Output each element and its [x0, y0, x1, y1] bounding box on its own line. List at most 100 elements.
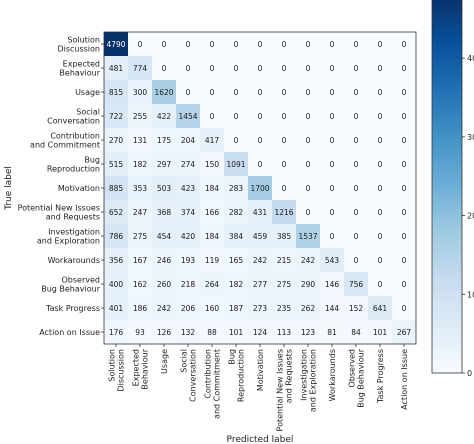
- heatmap-cell: [152, 128, 176, 152]
- heatmap-cell: [320, 56, 344, 80]
- y-tick-label: Expected Behaviour: [59, 60, 100, 78]
- heatmap-cell: [392, 248, 416, 272]
- y-tick-label: Motivation: [58, 184, 100, 193]
- cell-value-label: 503: [157, 184, 172, 193]
- cell-value-label: 0: [210, 88, 215, 97]
- heatmap-cell: [224, 296, 248, 320]
- cell-value-label: 146: [325, 280, 340, 289]
- heatmap-cell: [344, 248, 368, 272]
- cell-value-label: 0: [330, 88, 335, 97]
- cell-value-label: 260: [157, 280, 172, 289]
- cell-value-label: 384: [229, 232, 244, 241]
- x-tick-label: Contributionand Commitment: [204, 349, 222, 419]
- cell-value-label: 0: [210, 64, 215, 73]
- heatmap-cell: [176, 104, 200, 128]
- heatmap-cell: [176, 248, 200, 272]
- heatmap-cell: [344, 200, 368, 224]
- cell-value-label: 0: [138, 40, 143, 49]
- cell-value-label: 0: [234, 88, 239, 97]
- heatmap-cell: [176, 32, 200, 56]
- heatmap-cell: [152, 200, 176, 224]
- cell-value-label: 652: [109, 208, 124, 217]
- heatmap-cell: [344, 272, 368, 296]
- heatmap-cell: [320, 224, 344, 248]
- heatmap-cell: [200, 224, 224, 248]
- heatmap-cell: [104, 296, 128, 320]
- cell-value-label: 0: [330, 40, 335, 49]
- heatmap-cell: [104, 80, 128, 104]
- heatmap-cell: [272, 56, 296, 80]
- cell-value-label: 162: [133, 280, 148, 289]
- cell-value-label: 273: [253, 304, 268, 313]
- cell-value-label: 0: [186, 40, 191, 49]
- heatmap-cell: [224, 152, 248, 176]
- heatmap-cell: [104, 152, 128, 176]
- cell-value-label: 165: [229, 256, 244, 265]
- x-tick-label: SocialConversation: [180, 349, 198, 402]
- heatmap-cell: [104, 272, 128, 296]
- x-tick-label: Investigationand Exploration: [300, 349, 318, 412]
- heatmap-cells: 4790 0 0 0 0 0 0 0 0 0 0 0 0 481 774 0 0 0 0 0 0 0 0 0 0 0 815 300 1…: [104, 32, 416, 344]
- heatmap-cell: [200, 200, 224, 224]
- heatmap-cell: [368, 104, 392, 128]
- heatmap-cell: [200, 152, 224, 176]
- cell-value-label: 0: [186, 88, 191, 97]
- cell-value-label: 400: [109, 280, 124, 289]
- y-tick-label: Bug Reproduction: [47, 156, 100, 174]
- cell-value-label: 0: [402, 304, 407, 313]
- cell-value-label: 0: [378, 184, 383, 193]
- heatmap-cell: [344, 224, 368, 248]
- heatmap-cell: [272, 80, 296, 104]
- cell-value-label: 0: [378, 88, 383, 97]
- cell-value-label: 187: [229, 304, 244, 313]
- heatmap-cell: [176, 56, 200, 80]
- cell-value-label: 0: [282, 112, 287, 121]
- heatmap-cell: [128, 248, 152, 272]
- cell-value-label: 275: [133, 232, 148, 241]
- cell-value-label: 0: [354, 160, 359, 169]
- y-tick-label: Contribution and Commitment: [30, 132, 100, 150]
- cell-value-label: 0: [354, 112, 359, 121]
- y-tick-label: Workarounds: [48, 256, 100, 265]
- y-tick-label: Task Progress: [45, 304, 100, 313]
- cell-value-label: 297: [157, 160, 172, 169]
- cell-value-label: 81: [327, 328, 337, 337]
- heatmap-cell: [320, 272, 344, 296]
- heatmap-cell: [296, 272, 320, 296]
- heatmap-cell: [296, 224, 320, 248]
- heatmap-cell: [128, 32, 152, 56]
- heatmap-cell: [200, 128, 224, 152]
- heatmap-cell: [392, 104, 416, 128]
- cell-value-label: 0: [306, 88, 311, 97]
- cell-value-label: 144: [325, 304, 340, 313]
- heatmap-cell: [392, 200, 416, 224]
- cell-value-label: 786: [109, 232, 124, 241]
- y-axis-label: True label: [4, 166, 14, 211]
- heatmap-cell: [368, 176, 392, 200]
- heatmap-cell: [320, 248, 344, 272]
- cell-value-label: 182: [229, 280, 244, 289]
- heatmap-cell: [392, 152, 416, 176]
- cell-value-label: 184: [205, 184, 220, 193]
- x-tick-label: ExpectedBehaviour: [132, 348, 150, 389]
- cell-value-label: 0: [282, 88, 287, 97]
- cell-value-label: 160: [205, 304, 220, 313]
- y-tick-label: Investigation and Exploration: [37, 228, 100, 246]
- cell-value-label: 0: [282, 184, 287, 193]
- cell-value-label: 0: [306, 40, 311, 49]
- cell-value-label: 150: [205, 160, 220, 169]
- heatmap-cell: [248, 128, 272, 152]
- cell-value-label: 0: [354, 184, 359, 193]
- cell-value-label: 368: [157, 208, 172, 217]
- heatmap-cell: [152, 296, 176, 320]
- cell-value-label: 722: [109, 112, 124, 121]
- heatmap-cell: [392, 320, 416, 344]
- y-tick-labels: Solution Discussion Expected Behaviour Usage…: [18, 36, 104, 337]
- y-tick-label: Social Conversation: [47, 108, 100, 126]
- heatmap-cell: [368, 152, 392, 176]
- x-tick-label: BugReproduction: [228, 349, 246, 402]
- x-tick-label: ObservedBug Behaviour: [348, 348, 366, 407]
- cell-value-label: 0: [258, 40, 263, 49]
